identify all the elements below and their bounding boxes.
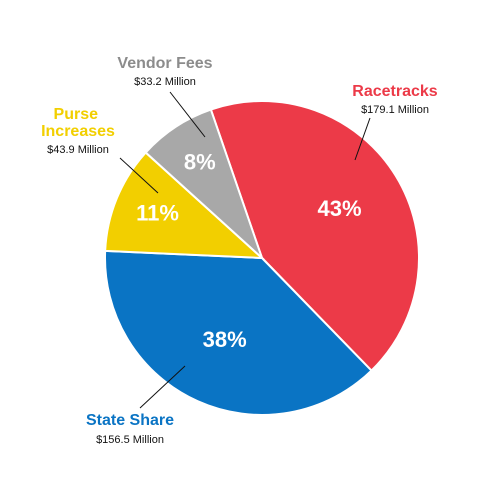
pie-slice [104,151,265,260]
leader-line [169,91,206,138]
leader-line [119,157,159,194]
category-label: Purse Increases [41,106,115,140]
percent-label: 8% [184,149,216,174]
category-label: State Share [86,412,174,429]
pie-slice [104,249,373,416]
amount-label: $179.1 Million [361,104,429,116]
pie-slice [209,100,420,372]
category-label: Vendor Fees [117,55,212,72]
percent-label: 11% [136,201,179,226]
pie-slice [144,108,263,259]
leader-line [139,365,186,409]
amount-label: $43.9 Million [47,144,109,156]
percent-label: 43% [318,196,362,221]
amount-label: $33.2 Million [134,76,196,88]
percent-label: 38% [203,327,247,352]
leader-line [354,117,371,161]
category-label: Racetracks [352,83,438,100]
amount-label: $156.5 Million [96,434,164,446]
